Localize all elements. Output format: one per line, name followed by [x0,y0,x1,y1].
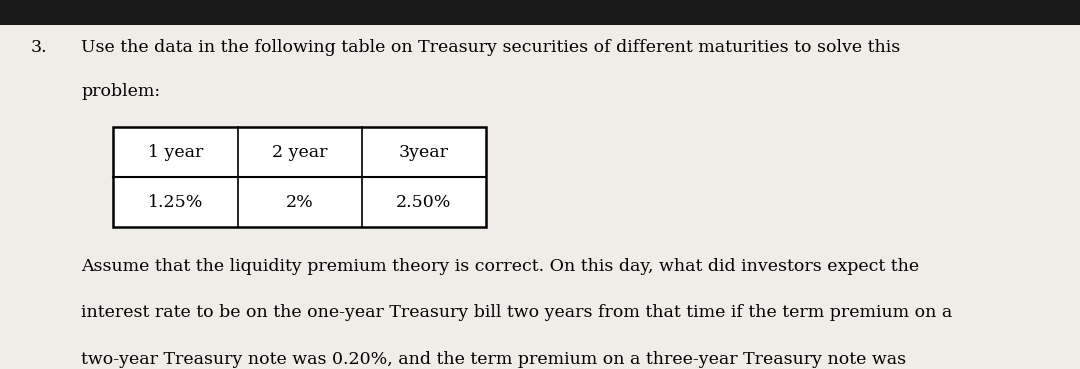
Text: 2.50%: 2.50% [396,193,451,211]
Bar [0,0,1080,25]
Text: Assume that the liquidity premium theory is correct. On this day, what did inves: Assume that the liquidity premium theory… [81,258,919,275]
Text: Use the data in the following table on Treasury securities of different maturiti: Use the data in the following table on T… [81,39,901,56]
Text: two-year Treasury note was 0.20%, and the term premium on a three-year Treasury : two-year Treasury note was 0.20%, and th… [81,351,906,368]
Text: interest rate to be on the one-year Treasury bill two years from that time if th: interest rate to be on the one-year Trea… [81,304,953,321]
Text: 3year: 3year [399,144,449,161]
Bar [113,127,486,227]
Text: 2%: 2% [286,193,313,211]
Text: 3.: 3. [30,39,46,56]
Text: problem:: problem: [81,83,160,100]
Text: 1 year: 1 year [148,144,203,161]
Text: 1.25%: 1.25% [148,193,203,211]
Bar [113,127,486,227]
Text: 2 year: 2 year [272,144,327,161]
